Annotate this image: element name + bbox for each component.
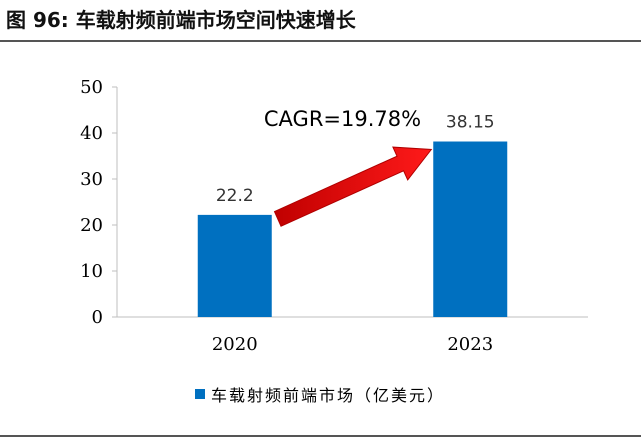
legend-swatch	[195, 389, 205, 399]
chart-legend: 车载射频前端市场（亿美元）	[195, 382, 445, 406]
legend-label: 车载射频前端市场（亿美元）	[211, 386, 446, 405]
top-divider	[0, 40, 641, 42]
bottom-divider	[0, 435, 641, 437]
y-tick-label: 20	[80, 215, 103, 236]
y-tick-label: 10	[80, 261, 103, 282]
growth-arrow	[273, 146, 433, 227]
figure-title: 图 96: 车载射频前端市场空间快速增长	[6, 8, 356, 32]
y-tick-label: 50	[80, 77, 103, 98]
data-label: 22.2	[216, 186, 254, 206]
data-label: 38.15	[446, 113, 495, 133]
y-tick-label: 30	[80, 169, 103, 190]
y-tick-label: 40	[80, 123, 103, 144]
cagr-annotation: CAGR=19.78%	[264, 107, 421, 131]
x-tick-label: 2020	[212, 334, 258, 355]
bar-2020	[197, 214, 272, 317]
x-tick-label: 2023	[447, 334, 493, 355]
bar-2023	[433, 141, 508, 317]
y-tick-label: 0	[92, 307, 103, 328]
